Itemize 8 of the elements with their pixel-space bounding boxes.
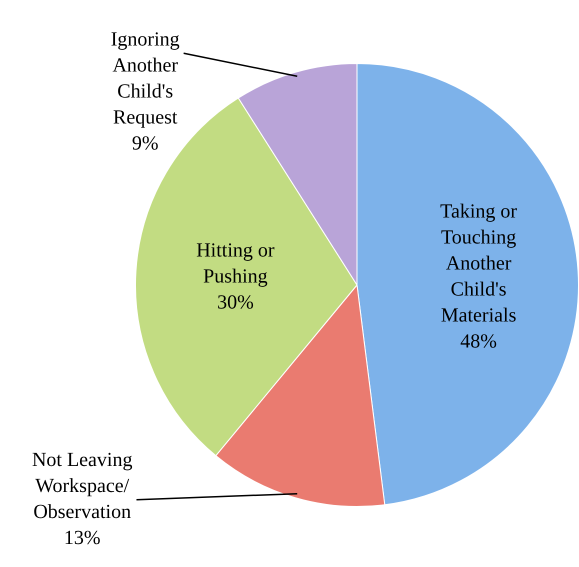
slice-label: Not Leaving Workspace/ Observation [32,448,132,523]
slice-label: Hitting or Pushing [196,240,275,288]
data-label: 9% [132,132,159,155]
data-label: 30% [217,292,254,314]
slice-label: Taking or Touching Another Child's Materials [440,200,518,327]
slice-label: Ignoring Another Child's Request [110,28,180,129]
data-label: 13% [64,526,101,549]
data-label: 48% [460,330,497,353]
